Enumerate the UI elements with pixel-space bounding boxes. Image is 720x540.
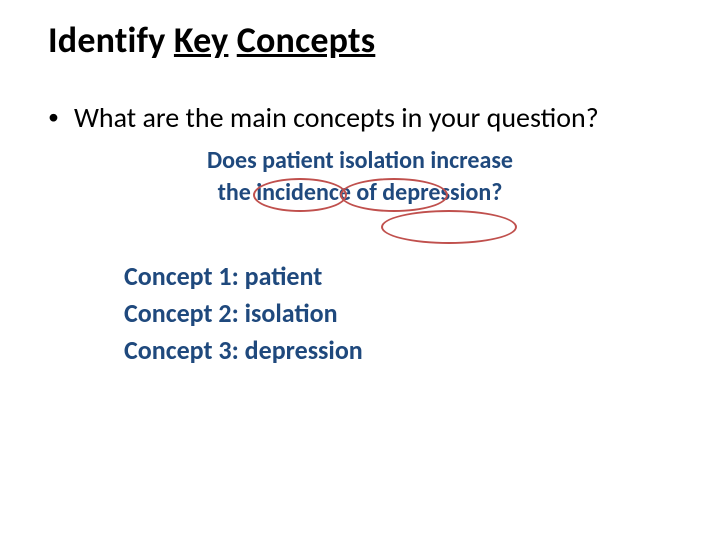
concept-row: Concept 1: patient bbox=[124, 258, 672, 295]
bullet-item: • What are the main concepts in your que… bbox=[48, 100, 672, 135]
bullet-text: What are the main concepts in your quest… bbox=[74, 100, 599, 135]
highlight-oval-depression bbox=[381, 210, 517, 244]
concept-row: Concept 3: depression bbox=[124, 332, 672, 369]
concept-row: Concept 2: isolation bbox=[124, 295, 672, 332]
concept-label: Concept 3: bbox=[124, 334, 239, 366]
question-line-2: the incidence of depression? bbox=[150, 177, 570, 209]
title-word-1: Identify bbox=[48, 18, 166, 62]
question-line-1: Does patient isolation increase bbox=[150, 145, 570, 177]
example-question: Does patient isolation increase the inci… bbox=[150, 145, 570, 210]
concepts-list: Concept 1: patient Concept 2: isolation … bbox=[124, 258, 672, 369]
slide: Identify Key Concepts • What are the mai… bbox=[0, 0, 720, 540]
bullet-marker: • bbox=[48, 100, 74, 134]
concept-label: Concept 1: bbox=[124, 260, 239, 292]
title-word-2: Key bbox=[174, 18, 228, 62]
title-word-3: Concepts bbox=[237, 18, 376, 62]
slide-title: Identify Key Concepts bbox=[48, 18, 672, 62]
concept-value: patient bbox=[245, 260, 323, 292]
concept-label: Concept 2: bbox=[124, 297, 239, 329]
concept-value: isolation bbox=[245, 297, 338, 329]
concept-value: depression bbox=[245, 334, 363, 366]
